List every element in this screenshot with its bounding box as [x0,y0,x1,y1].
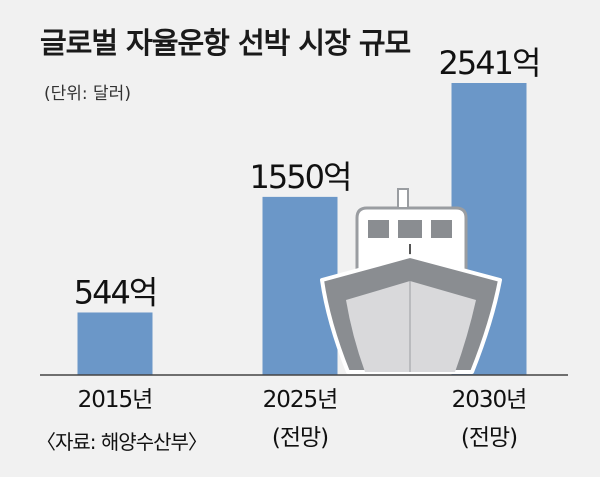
bar-2015년 [77,312,153,375]
value-label: 1550억 [250,158,351,196]
x-tick-note: (전망) [272,425,328,451]
source-note: 〈자료: 해양수산부〉 [36,430,207,454]
x-tick-note: (전망) [461,425,517,451]
x-axis-ticks: 2015년 2025년 (전망) 2030년 (전망) [78,387,528,451]
x-tick-label: 2025년 [263,387,338,413]
value-label: 544억 [74,273,157,311]
x-tick-label: 2015년 [78,387,153,413]
unit-note: (단위: 달러) [44,84,131,104]
chart-title: 글로벌 자율운항 선박 시장 규모 [40,26,411,60]
ship-icon [320,188,502,374]
x-tick-label: 2030년 [452,387,527,413]
value-label: 2541억 [439,44,540,82]
